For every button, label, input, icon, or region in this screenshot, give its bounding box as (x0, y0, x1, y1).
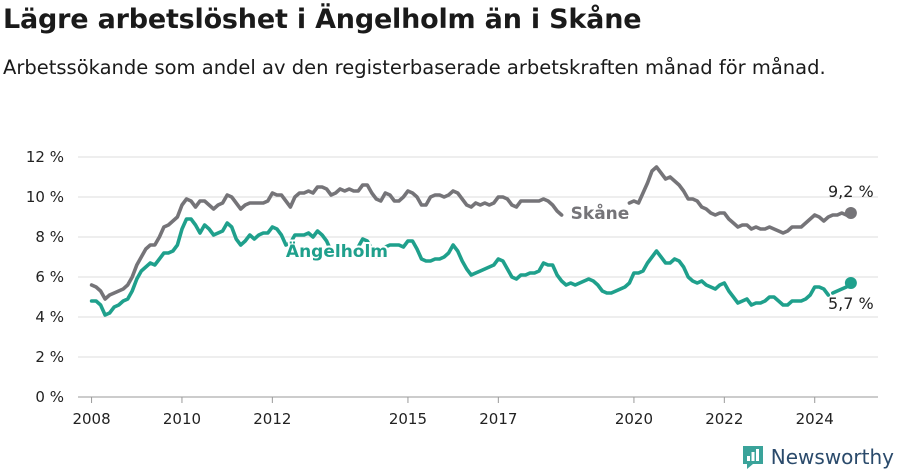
chart-title: Lägre arbetslöshet i Ängelholm än i Skån… (3, 4, 642, 35)
x-tick-label: 2012 (253, 410, 291, 428)
x-tick-label: 2020 (615, 410, 653, 428)
x-tick-label: 2015 (389, 410, 427, 428)
end-value-label-angelholm: 5,7 % (828, 294, 874, 313)
series-line-skane (89, 165, 853, 301)
x-tick-label: 2008 (72, 410, 110, 428)
x-tick-label: 2010 (163, 410, 201, 428)
y-tick-label: 6 % (35, 268, 64, 286)
chart-subtitle: Arbetssökande som andel av den registerb… (3, 56, 826, 79)
y-tick-label: 8 % (35, 228, 64, 246)
y-tick-label: 4 % (35, 308, 64, 326)
end-point-angelholm (844, 277, 857, 289)
x-axis-ticks: 2008 2010 2012 2015 2017 2020 2022 2024 (72, 397, 834, 428)
y-tick-label: 10 % (26, 188, 64, 206)
newsworthy-logo-icon (742, 446, 763, 469)
series-line-angelholm (89, 217, 853, 317)
y-tick-label: 2 % (35, 348, 64, 366)
y-tick-label: 12 % (26, 148, 64, 166)
gridlines (78, 156, 878, 398)
end-point-skane (844, 207, 857, 219)
y-tick-label: 0 % (35, 388, 64, 406)
y-axis-ticks: 0 % 2 % 4 % 6 % 8 % 10 % 12 % (26, 148, 64, 406)
brand-name: Newsworthy (770, 445, 894, 469)
brand-logo: Newsworthy (741, 444, 894, 470)
series-name-skane: Skåne (571, 202, 630, 224)
x-tick-label: 2017 (479, 410, 517, 428)
x-tick-label: 2024 (796, 410, 834, 428)
series-labels: 9,2 % 5,7 % Skåne Ängelholm (284, 182, 874, 313)
series-name-angelholm: Ängelholm (286, 240, 388, 262)
end-value-label-skane: 9,2 % (828, 182, 874, 201)
series-lines (89, 165, 857, 317)
x-tick-label: 2022 (705, 410, 743, 428)
